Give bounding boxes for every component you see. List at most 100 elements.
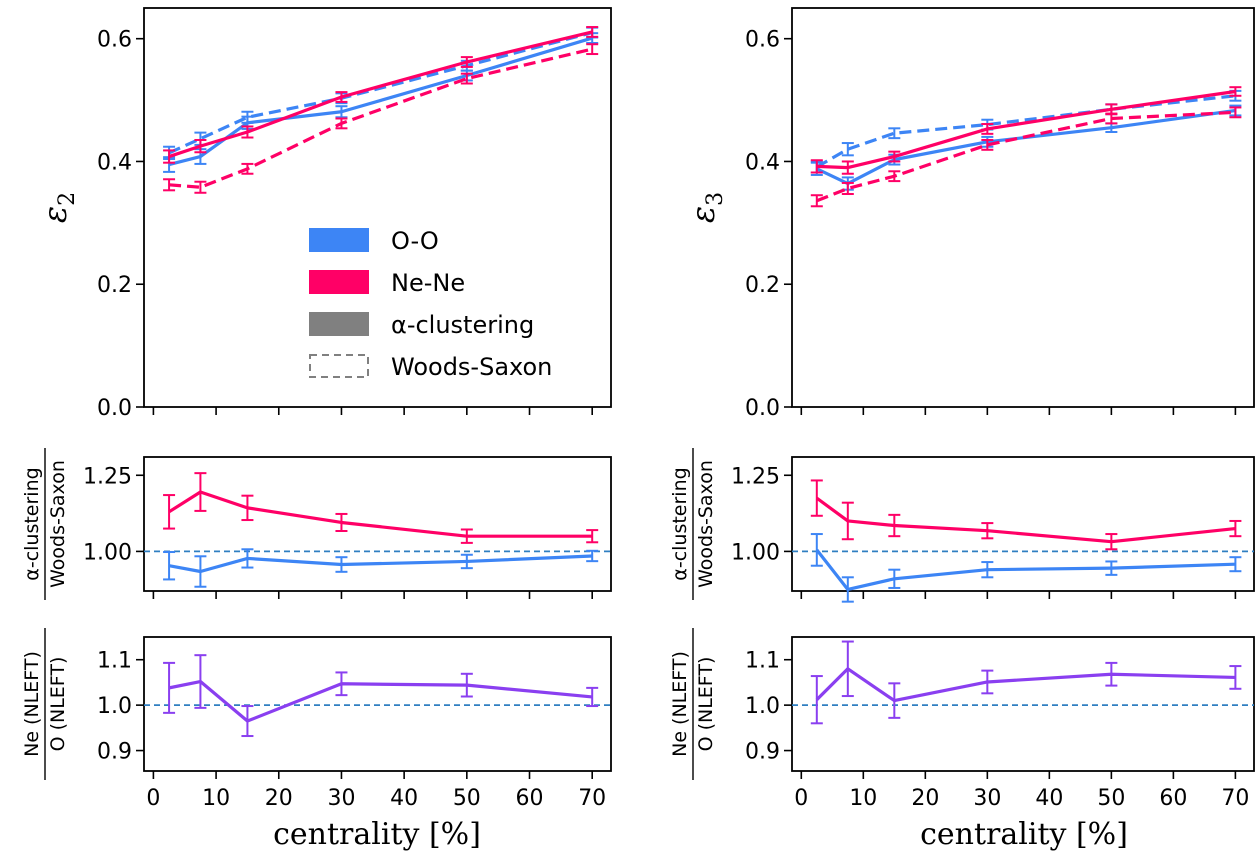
error-bar <box>1105 560 1118 576</box>
error-bar <box>888 568 901 589</box>
y-axis-label: ε2 <box>36 192 80 223</box>
series-line <box>816 108 1236 186</box>
x-tick-label: 60 <box>516 786 544 811</box>
error-bar <box>194 180 207 194</box>
series-ne-ne <box>810 479 1242 551</box>
y-tick-label: 1.00 <box>83 540 132 565</box>
error-bar <box>460 672 473 698</box>
error-bar <box>194 138 207 154</box>
series-ratio <box>163 654 599 738</box>
y-tick-label: 1.25 <box>731 464 780 489</box>
error-bar <box>586 26 599 38</box>
y-tick-label: 1.00 <box>731 540 780 565</box>
series-line <box>168 36 593 167</box>
error-bar <box>241 110 254 124</box>
error-bar <box>335 91 348 103</box>
error-bar <box>1229 665 1242 690</box>
panel-eps3: 0.0 0.2 0.4 0.6 ε3 <box>684 7 1255 421</box>
x-tick-label: 20 <box>911 786 939 811</box>
error-bar <box>335 671 348 697</box>
y-tick-label: 0.9 <box>97 740 132 765</box>
series-line <box>168 554 593 574</box>
x-axis-label-right: centrality [%] <box>920 817 1128 852</box>
error-bar <box>841 640 854 698</box>
error-bar <box>981 561 994 579</box>
plot-frame <box>791 636 1255 772</box>
y-axis-ratio-label: Ne (NLEFT) O (NLEFT) <box>21 628 69 780</box>
x-tick-label: 50 <box>453 786 481 811</box>
error-bar <box>335 512 348 533</box>
y-tick-label: 0.2 <box>745 273 780 298</box>
series-line <box>168 490 593 538</box>
y-axis-label-denominator: Woods-Saxon <box>695 460 717 588</box>
error-bar <box>810 194 823 208</box>
x-tick-label: 30 <box>973 786 1001 811</box>
y-axis-ratio-label: α-clustering Woods-Saxon <box>669 448 717 600</box>
y-tick-label: 0.2 <box>97 273 132 298</box>
error-bar <box>194 472 207 512</box>
series-line <box>168 30 593 159</box>
plot-frame <box>143 636 612 772</box>
error-bar <box>460 56 473 68</box>
error-bar <box>460 553 473 570</box>
legend-swatch-alpha-clustering <box>309 312 369 336</box>
error-bar <box>888 150 901 163</box>
error-bar <box>163 661 176 714</box>
series-ratio <box>810 640 1242 725</box>
error-bar <box>586 529 599 544</box>
error-bar <box>841 160 854 175</box>
series-ne-ne--clustering <box>163 26 599 164</box>
x-tick-label: 60 <box>1159 786 1187 811</box>
y-tick-label: 1.1 <box>745 649 780 674</box>
legend-swatch-o-o <box>309 228 369 252</box>
error-bar <box>460 528 473 544</box>
legend-label-ne-ne: Ne-Ne <box>391 269 465 297</box>
series-o-o <box>810 533 1242 603</box>
y-axis-label-numerator: Ne (NLEFT) <box>21 651 43 757</box>
y-axis-ratio-label: α-clustering Woods-Saxon <box>21 448 69 600</box>
y-axis-label-denominator: Woods-Saxon <box>47 460 69 588</box>
plot-frame <box>143 456 612 592</box>
error-bar <box>1105 112 1118 125</box>
error-bar <box>194 555 207 588</box>
y-tick-label: 1.1 <box>97 649 132 674</box>
error-bar <box>888 127 901 140</box>
error-bar <box>981 123 994 135</box>
error-bar <box>810 533 823 567</box>
error-bar <box>194 654 207 709</box>
error-bar <box>981 522 994 540</box>
error-bar <box>586 549 599 563</box>
series-line <box>815 548 1236 592</box>
error-bar <box>1105 661 1118 687</box>
series-ne-ne--clustering <box>810 86 1242 175</box>
y-tick-label: 0.0 <box>97 396 132 421</box>
series-line <box>815 496 1236 544</box>
y-tick-label: 0.9 <box>745 740 780 765</box>
error-bar <box>335 556 348 573</box>
legend: O-O Ne-Ne α-clustering Woods-Saxon <box>309 227 552 381</box>
error-bar <box>841 142 854 157</box>
legend-swatch-woods-saxon <box>309 354 369 378</box>
error-bar <box>586 43 599 56</box>
y-axis-ratio-label: Ne (NLEFT) O (NLEFT) <box>669 628 717 780</box>
error-bar <box>586 686 599 708</box>
y-tick-label: 0.4 <box>745 150 780 175</box>
error-bar <box>241 705 254 738</box>
x-tick-label: 30 <box>327 786 355 811</box>
y-axis-label: ε3 <box>684 192 728 223</box>
series-line <box>815 667 1236 703</box>
y-tick-label: 0.6 <box>745 28 780 53</box>
error-bar <box>888 513 901 538</box>
panel-ratio_alpha_left: 1.00 1.25 α-clustering Woods-Saxon <box>21 448 612 600</box>
y-tick-label: 1.0 <box>97 694 132 719</box>
x-tick-label: 0 <box>794 786 808 811</box>
y-tick-label: 1.25 <box>83 464 132 489</box>
error-bar <box>1229 106 1242 119</box>
y-tick-label: 0.4 <box>97 150 132 175</box>
error-bar <box>241 548 254 569</box>
panel-ratio_alpha_right: 1.00 1.25 α-clustering Woods-Saxon <box>669 448 1255 603</box>
error-bar <box>1105 533 1118 551</box>
error-bar <box>460 72 473 85</box>
x-tick-label: 70 <box>1221 786 1249 811</box>
error-bar <box>241 125 254 139</box>
